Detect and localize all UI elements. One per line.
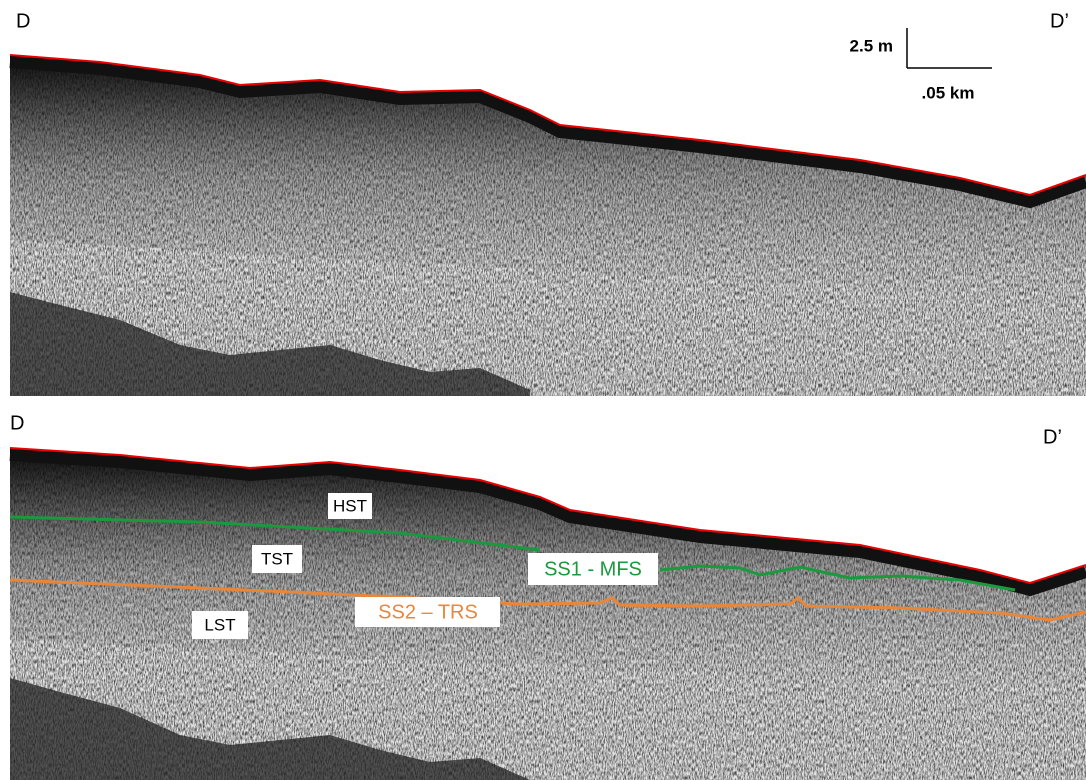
label-box [192,611,248,639]
unit-label: LST [204,615,235,634]
label-box [528,553,658,585]
seafloor-line [9,54,1086,197]
left-label: D [10,412,24,434]
surface-label: SS2 – TRS [378,601,478,623]
seafloor-reflector [9,56,1086,209]
upper-sediment [10,55,1086,300]
seafloor-reflector [9,449,1086,597]
label-box [355,597,500,627]
surface-label: SS1 - MFS [544,558,642,580]
left-label: D [16,10,30,32]
water-column [10,48,1086,195]
top-panel: D D’ 2.5 m .05 km [9,10,1086,396]
water-column [10,442,1086,583]
mfs-surface [9,515,541,552]
unit-label: HST [333,496,367,515]
deep-reflector [10,292,530,396]
unit-label: TST [261,549,293,568]
bottom-panel: D D’ HST TST LST SS1 - MFS SS2 – TRS [9,412,1086,780]
scale-horizontal-label: .05 km [922,83,975,102]
deep-reflector [10,678,530,780]
label-box [252,545,302,573]
scale-vertical-label: 2.5 m [850,36,893,55]
mfs-surface [659,564,1016,592]
right-label: D’ [1050,10,1069,32]
label-box [328,493,372,519]
right-label: D’ [1043,426,1062,448]
seafloor-line [9,447,1086,585]
